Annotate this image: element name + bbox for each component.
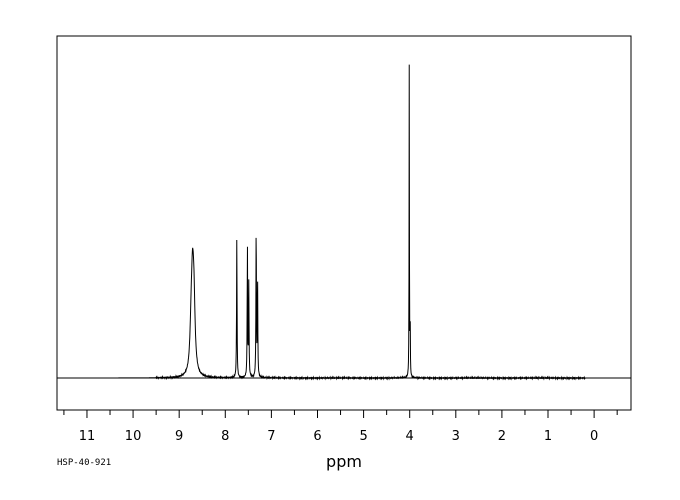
spectrum-code-label: HSP-40-921 bbox=[57, 458, 111, 468]
spectrum-trace bbox=[57, 64, 631, 381]
x-tick-label: 7 bbox=[267, 429, 275, 444]
x-axis-ticks bbox=[63, 410, 618, 418]
x-tick-label: 10 bbox=[125, 429, 142, 444]
x-tick-label: 3 bbox=[452, 429, 460, 444]
x-tick-label: 2 bbox=[498, 429, 506, 444]
x-axis-tick-labels: 11 10 9 8 7 6 5 4 3 2 1 0 bbox=[79, 429, 599, 444]
x-tick-label: 9 bbox=[175, 429, 183, 444]
x-tick-label: 0 bbox=[590, 429, 598, 444]
x-tick-label: 11 bbox=[79, 429, 96, 444]
x-tick-label: 6 bbox=[313, 429, 321, 444]
x-tick-label: 1 bbox=[544, 429, 552, 444]
x-tick-label: 4 bbox=[406, 429, 414, 444]
x-tick-label: 5 bbox=[359, 429, 367, 444]
x-axis-title: ppm bbox=[326, 452, 362, 471]
plot-frame bbox=[56, 35, 632, 411]
x-tick-label: 8 bbox=[221, 429, 229, 444]
